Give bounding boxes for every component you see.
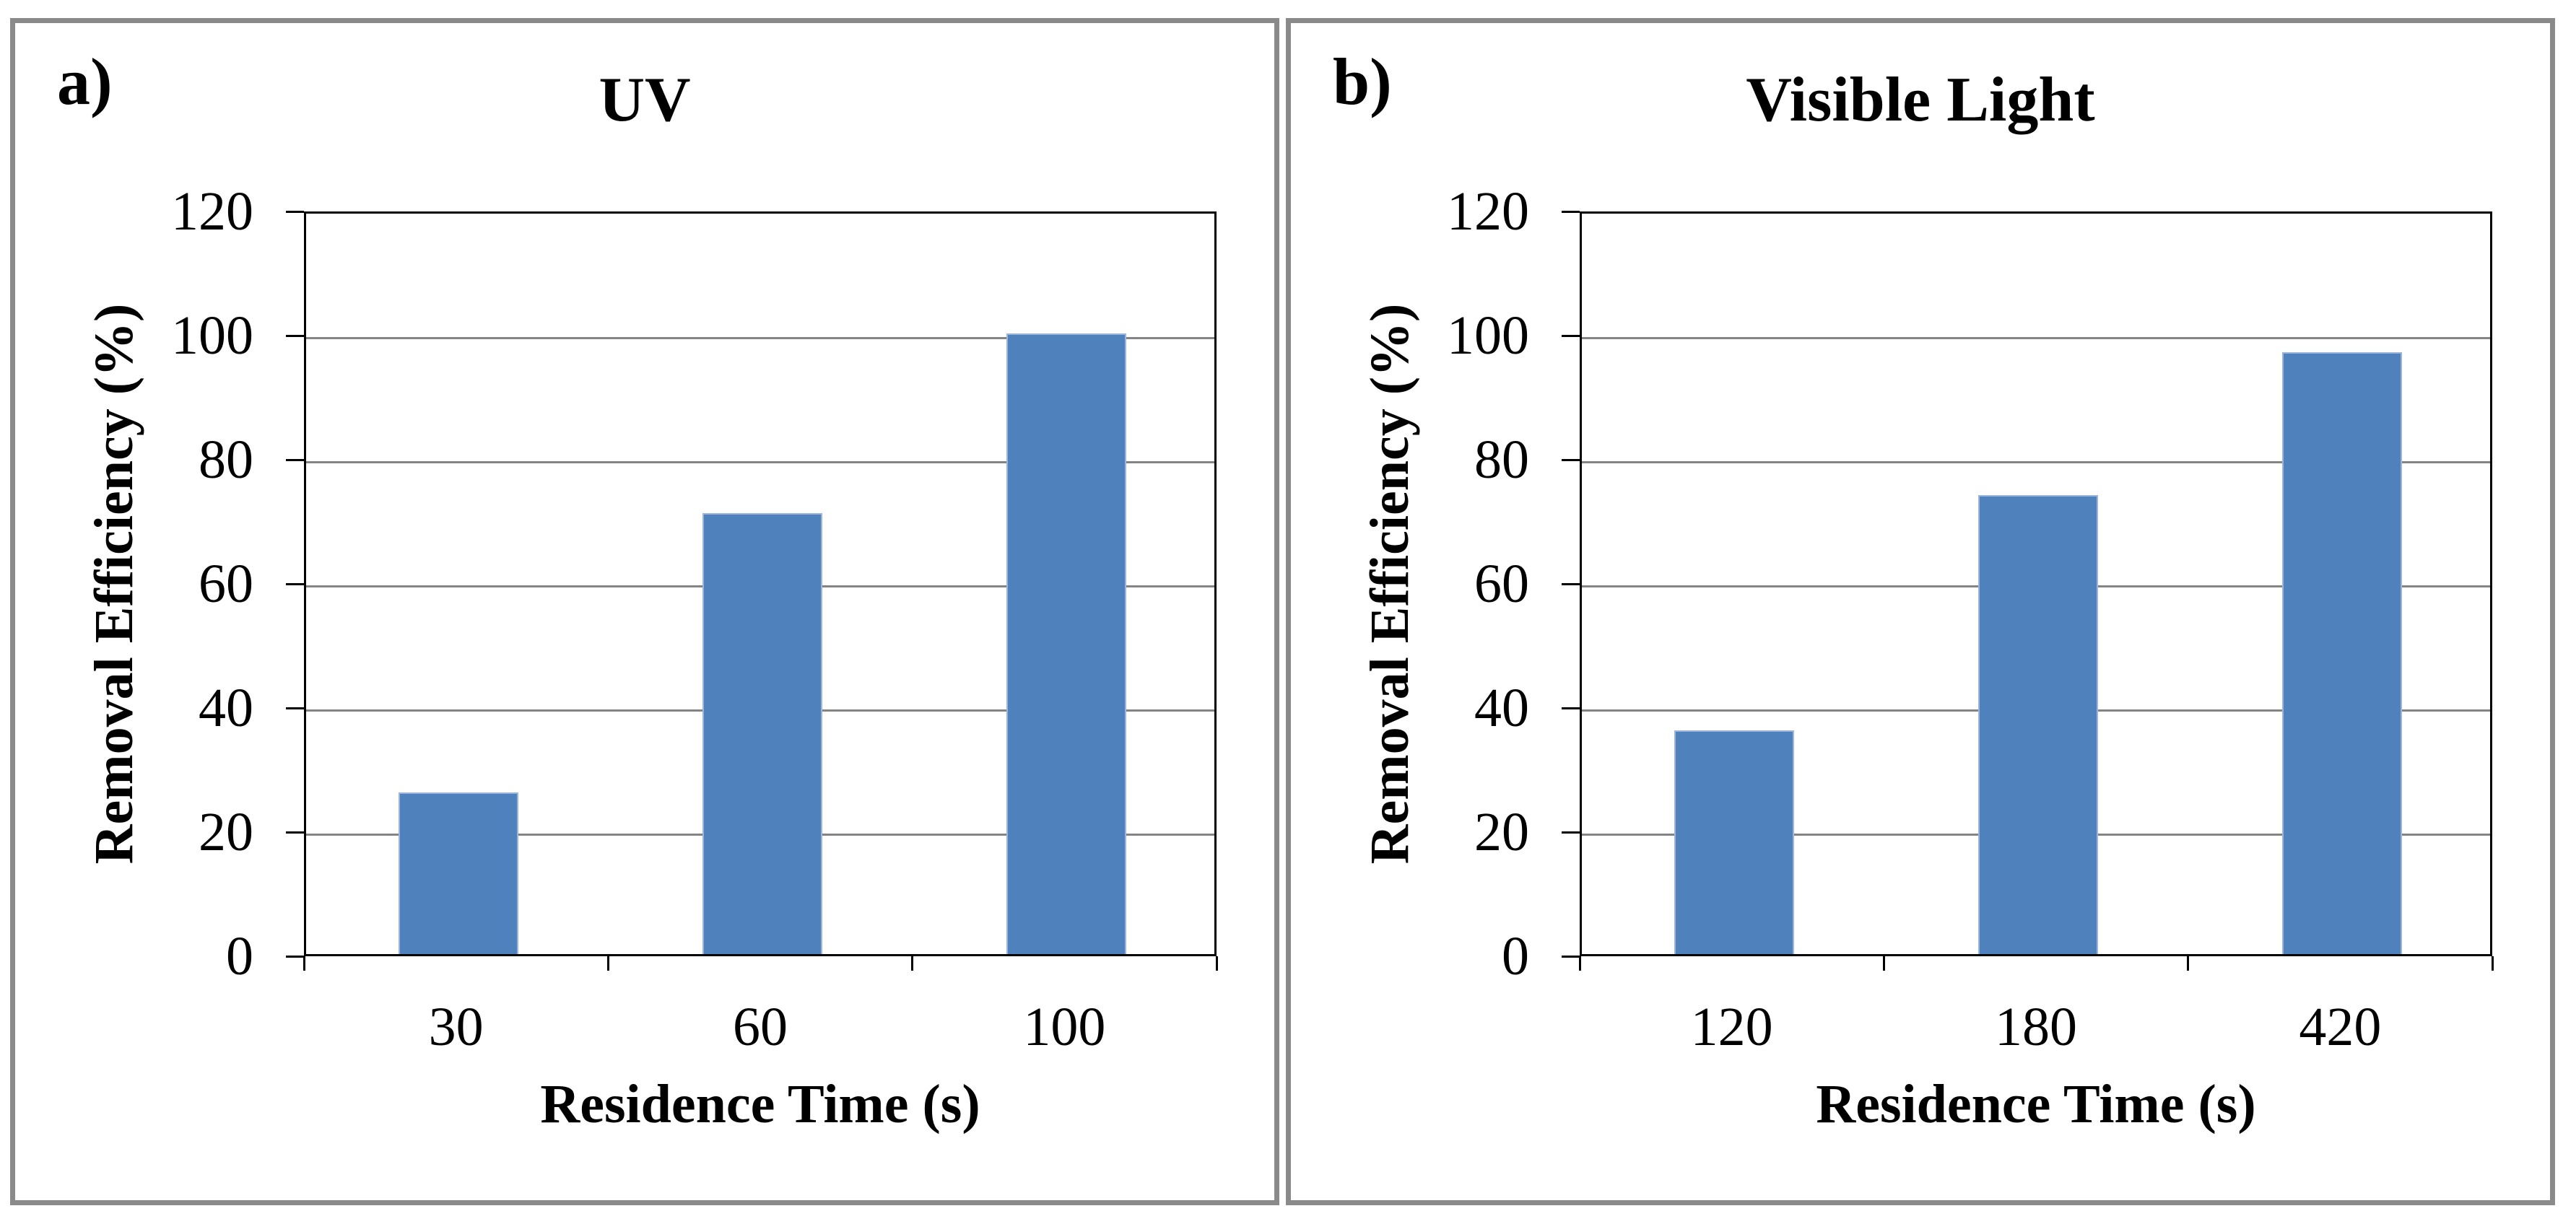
- bar-60: [702, 513, 822, 954]
- y-tick-label: 120: [1447, 181, 1529, 242]
- y-axis-tick: [1562, 955, 1580, 958]
- plot-area: [304, 211, 1217, 956]
- y-gridline: [1582, 460, 2490, 463]
- y-axis-tick: [286, 955, 304, 958]
- y-axis-tick: [1562, 458, 1580, 461]
- y-tick-label: 80: [1474, 429, 1529, 490]
- x-axis-tick: [911, 956, 914, 971]
- chart-panel-a: a) UV Removal Efficiency (%) Residence T…: [10, 18, 1279, 1205]
- y-gridline: [306, 460, 1214, 463]
- y-axis-tick: [1562, 707, 1580, 709]
- bar-120: [1674, 730, 1794, 954]
- bar-100: [1006, 333, 1127, 954]
- x-axis-tick: [1882, 956, 1885, 971]
- y-axis-tick: [286, 707, 304, 709]
- y-tick-label: 60: [1474, 554, 1529, 614]
- x-tick-label: 100: [1023, 997, 1106, 1057]
- x-axis-tick: [2491, 956, 2494, 971]
- panel-label-b: b): [1333, 45, 1392, 118]
- y-tick-label: 80: [199, 429, 253, 490]
- x-tick-label: 120: [1690, 997, 1773, 1057]
- y-gridline: [306, 336, 1214, 339]
- y-axis-tick: [286, 582, 304, 585]
- x-tick-label: 420: [2299, 997, 2382, 1057]
- bar-30: [398, 792, 518, 954]
- x-tick-label: 60: [733, 997, 788, 1057]
- y-tick-label: 100: [171, 305, 253, 366]
- x-tick-label: 180: [1995, 997, 2077, 1057]
- x-axis-tick: [1578, 956, 1581, 971]
- x-axis-tick: [1215, 956, 1218, 971]
- x-axis-tick: [606, 956, 609, 971]
- y-tick-label: 40: [1474, 678, 1529, 738]
- x-axis-tick: [2187, 956, 2190, 971]
- y-tick-label: 60: [199, 554, 253, 614]
- y-tick-label: 40: [199, 678, 253, 738]
- panel-label-a: a): [57, 45, 113, 118]
- plot-area: [1580, 211, 2492, 956]
- y-axis-tick: [1562, 582, 1580, 585]
- y-axis-tick: [1562, 334, 1580, 337]
- y-axis-tick: [286, 458, 304, 461]
- x-axis-tick: [303, 956, 305, 971]
- chart-title-uv: UV: [599, 65, 691, 135]
- y-tick-label: 100: [1447, 305, 1529, 366]
- x-axis-title: Residence Time (s): [1816, 1074, 2256, 1135]
- chart-panel-b: b) Visible Light Removal Efficiency (%) …: [1286, 18, 2555, 1205]
- x-axis-title: Residence Time (s): [540, 1074, 980, 1135]
- y-axis-tick: [286, 334, 304, 337]
- y-tick-label: 20: [1474, 802, 1529, 862]
- y-axis-tick: [1562, 831, 1580, 834]
- y-axis-tick: [286, 210, 304, 213]
- y-tick-label: 0: [1502, 926, 1529, 987]
- y-axis-tick: [286, 831, 304, 834]
- y-tick-label: 120: [171, 181, 253, 242]
- bar-180: [1978, 494, 2098, 954]
- y-gridline: [1582, 336, 2490, 339]
- y-tick-label: 20: [199, 802, 253, 862]
- y-axis-tick: [1562, 210, 1580, 213]
- y-tick-label: 0: [226, 926, 253, 987]
- chart-title-visible-light: Visible Light: [1746, 65, 2095, 135]
- bar-420: [2282, 351, 2403, 954]
- x-tick-label: 30: [428, 997, 484, 1057]
